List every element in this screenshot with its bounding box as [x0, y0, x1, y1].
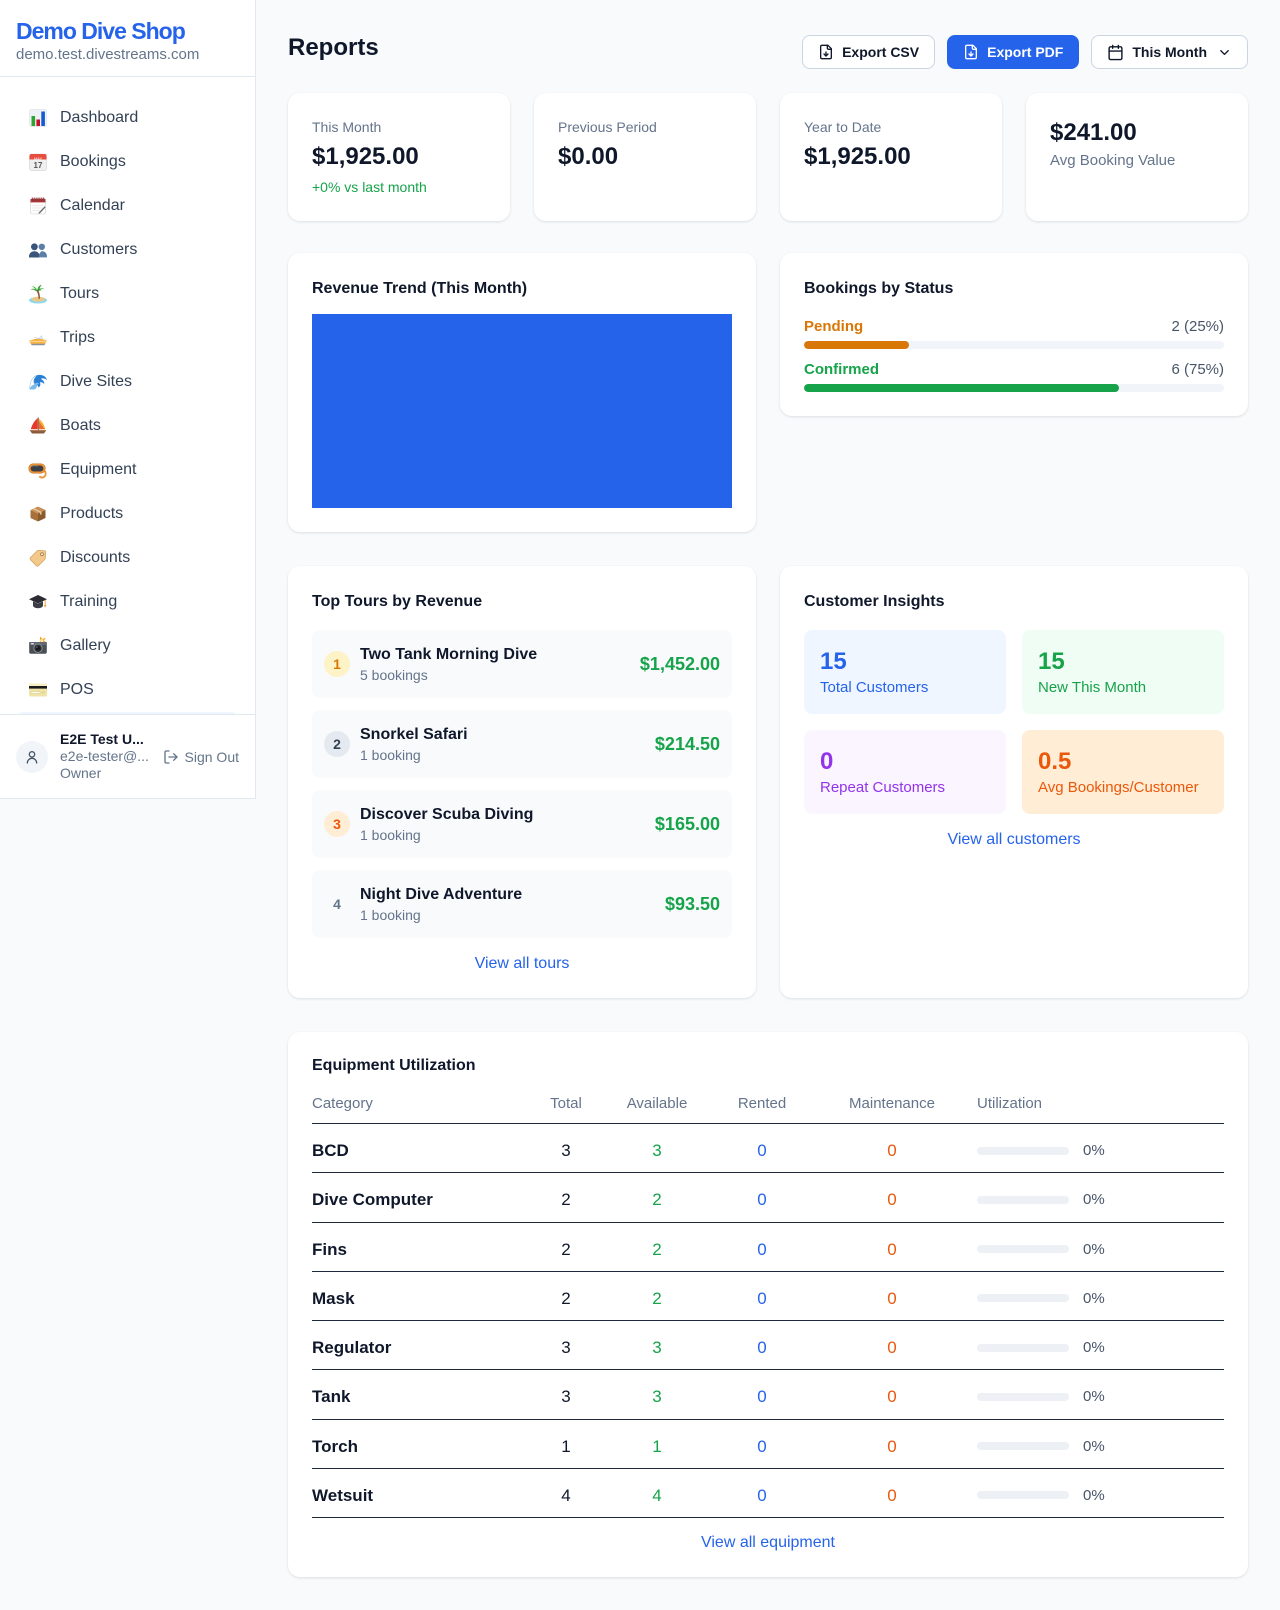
- svg-text:MAY: MAY: [34, 156, 43, 161]
- svg-text:17: 17: [34, 161, 43, 170]
